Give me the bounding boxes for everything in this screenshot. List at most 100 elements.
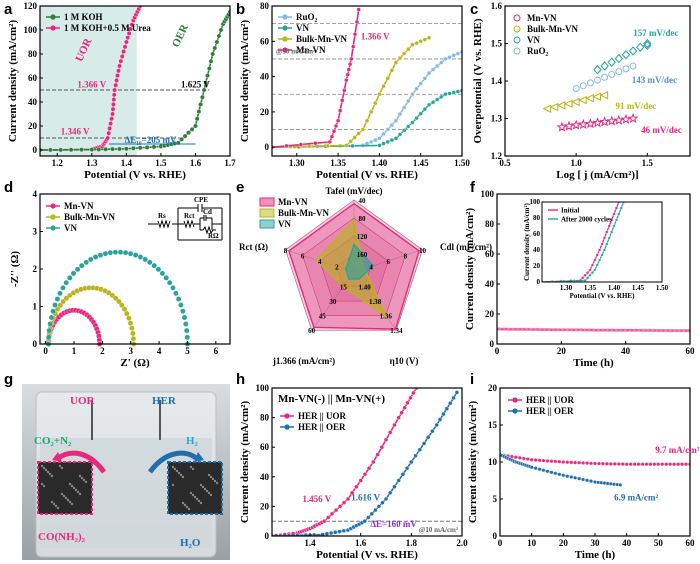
legend-marker (284, 424, 290, 430)
data-point (124, 39, 129, 45)
data-point (410, 120, 415, 125)
data-point (393, 136, 399, 141)
data-point (338, 108, 343, 113)
data-point (612, 224, 616, 228)
foam-texture (173, 467, 177, 471)
data-point (565, 460, 570, 465)
data-point (193, 123, 198, 129)
data-point (451, 395, 456, 401)
data-point (118, 58, 124, 64)
data-point (344, 77, 349, 83)
annotation: 1.346 V (61, 126, 90, 136)
data-point (380, 500, 385, 505)
data-point (600, 461, 605, 466)
data-point (549, 459, 554, 464)
data-point (295, 533, 300, 536)
data-point (590, 263, 594, 267)
data-point (402, 405, 407, 410)
x-tick-label: 1.8 (406, 538, 418, 548)
data-point (112, 295, 119, 301)
foam-texture (42, 484, 46, 488)
data-point (377, 91, 382, 97)
foam-texture (62, 494, 66, 498)
x-tick-label: 2.0 (456, 538, 468, 548)
data-point (410, 42, 415, 47)
data-point (303, 532, 308, 536)
radar-tick-label: 45 (319, 313, 327, 321)
data-point (533, 466, 538, 471)
data-point (455, 89, 461, 94)
y-tick-label: 20 (260, 107, 270, 117)
data-point (601, 73, 609, 81)
data-point (79, 147, 84, 153)
data-point (593, 461, 598, 466)
data-point (599, 90, 609, 100)
annotation: OER (170, 22, 191, 50)
data-point (111, 92, 117, 98)
foam-texture (72, 486, 76, 490)
data-point (668, 462, 673, 467)
data-point (70, 270, 77, 277)
data-point (385, 127, 390, 132)
data-point (455, 51, 461, 56)
x-tick-label: 1 (72, 346, 77, 356)
data-point (47, 321, 53, 327)
data-point (107, 125, 113, 131)
data-point (578, 118, 589, 130)
data-point (110, 111, 115, 117)
data-point (628, 462, 633, 467)
circuit-label: RΩ (208, 232, 219, 240)
foam-texture (175, 469, 179, 473)
inset-x-label: Potential (V vs. RHE) (570, 292, 635, 300)
data-point (397, 55, 403, 61)
x-tick-label: 1.4 (121, 158, 133, 168)
radar-axis-label: Cdl (mF/cm²) (440, 242, 492, 252)
foam-texture (207, 491, 211, 495)
y-tick-label: 60 (260, 442, 270, 452)
foam-texture (40, 482, 44, 486)
foam-texture (205, 489, 209, 493)
data-point (151, 262, 157, 269)
data-point (557, 472, 562, 477)
data-point (110, 146, 115, 152)
radar-tick-label: 6 (386, 258, 390, 266)
data-point (333, 123, 339, 129)
legend-entry: Bulk-Mn-VN (278, 208, 330, 218)
data-point (608, 461, 613, 466)
data-point (413, 453, 418, 458)
legend-marker (50, 203, 56, 209)
data-point (577, 476, 582, 481)
data-point (660, 462, 665, 467)
data-point (116, 68, 121, 74)
annotation: 1.456 V (302, 494, 331, 504)
radar-tick-label: 2 (335, 263, 339, 271)
x-tick-label: 10 (527, 538, 537, 548)
panel-letter: i (470, 371, 474, 388)
data-point (406, 124, 411, 129)
radar-tick-label: 8 (284, 247, 288, 255)
data-point (119, 54, 125, 59)
data-point (529, 465, 534, 470)
data-point (89, 147, 95, 153)
data-point (600, 253, 604, 257)
urea-label: CO(NH₂)₂ (38, 531, 86, 543)
inset-x-tick: 1.40 (608, 284, 621, 292)
data-point (414, 40, 419, 46)
panel-g-photo: UOR HER CO₂+N₂ H₂ CO(NH₂)₂ H₂O (22, 384, 230, 560)
data-point (397, 132, 403, 137)
data-point (588, 268, 592, 272)
data-point (444, 406, 449, 411)
circuit-label: Rs (158, 212, 166, 220)
data-point (364, 118, 370, 123)
data-point (198, 102, 204, 107)
data-point (124, 146, 129, 152)
y-tick-label: 4 (33, 189, 38, 199)
x-tick-label: 1.45 (413, 158, 429, 168)
data-point (115, 73, 120, 79)
legend-swatch (259, 197, 275, 207)
series-line-1 M KOH (40, 11, 230, 151)
data-point (443, 56, 448, 62)
y-tick-label: 0 (33, 145, 38, 155)
data-point (103, 146, 109, 152)
